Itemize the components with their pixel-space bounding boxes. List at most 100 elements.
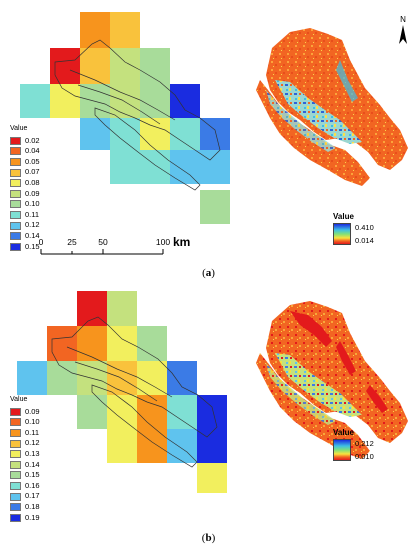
legend-item: 0.14 [10, 231, 40, 242]
legend-item: 0.13 [10, 449, 40, 460]
caption-a: (a) [202, 267, 215, 279]
legend-label: 0.10 [25, 199, 40, 209]
scale-tick-label: 100 [156, 237, 170, 247]
grid-cell [47, 326, 77, 361]
legend-item: 0.09 [10, 407, 40, 418]
grid-cell [20, 84, 50, 118]
grid-cell [197, 429, 227, 463]
legend-label: 0.09 [25, 406, 40, 416]
grid-map-b [17, 291, 227, 493]
legend-label: 0.08 [25, 177, 40, 187]
legend-label: 0.07 [25, 167, 40, 177]
legend-item: 0.15 [10, 470, 40, 481]
legend-label: 0.19 [25, 512, 40, 522]
grid-cell [107, 326, 137, 361]
legend-title: Value [10, 125, 28, 132]
grid-cells-b [17, 291, 227, 493]
grid-cell [197, 395, 227, 429]
legend-item: 0.09 [10, 189, 40, 200]
basin-outline-b [51, 316, 218, 468]
grid-cell [77, 326, 107, 361]
grid-cell [80, 118, 110, 150]
legend-item: 0.11 [10, 210, 40, 221]
scale-tick-label: 50 [98, 237, 108, 247]
legend-swatch [10, 418, 21, 427]
legend-swatch [10, 168, 21, 177]
legend-item: 0.12 [10, 438, 40, 449]
scale-bar: 0 25 50 100 km [39, 235, 190, 255]
grid-cell [200, 118, 230, 150]
grid-cell [80, 48, 110, 84]
legend-swatch [10, 242, 21, 251]
legend-swatch [10, 492, 21, 501]
legend-swatch [10, 513, 21, 522]
legend-swatch [10, 158, 21, 167]
legend-item: 0.07 [10, 167, 40, 178]
legend-label: 0.12 [25, 438, 40, 448]
basin-outline-a [54, 39, 221, 191]
raster-map-b [256, 301, 408, 459]
legend-label: 0.15 [25, 241, 40, 251]
caption-b: (b) [201, 532, 216, 544]
legend-label: 0.18 [25, 501, 40, 511]
grid-cell [107, 291, 137, 326]
legend-swatch [10, 232, 21, 241]
legend-label: 0.16 [25, 480, 40, 490]
grid-cell [77, 395, 107, 429]
grid-cell [107, 395, 137, 429]
legend-item: 0.02 [10, 136, 40, 147]
grid-cells-a [20, 12, 230, 224]
grid-cell [170, 150, 200, 184]
legend-item: 0.08 [10, 178, 40, 189]
legend-item: 0.12 [10, 220, 40, 231]
legend-swatch [10, 136, 21, 145]
legend-item: 0.10 [10, 199, 40, 210]
grid-cell [137, 361, 167, 395]
legend-item: 0.05 [10, 157, 40, 168]
legend-label: 0.02 [25, 135, 40, 145]
grid-cell [110, 12, 140, 48]
legend-item: 0.17 [10, 491, 40, 502]
raster-legend-b: Value 0.212 0.010 [333, 428, 374, 461]
legend-swatch [10, 503, 21, 512]
legend-item: 0.14 [10, 460, 40, 471]
grid-cell [50, 48, 80, 84]
legend-label: 0.17 [25, 491, 40, 501]
legend-swatch [10, 460, 21, 469]
legend-item: 0.15 [10, 242, 40, 253]
legend-label: 0.10 [25, 417, 40, 427]
legend-item: 0.16 [10, 481, 40, 492]
grid-cell [80, 12, 110, 48]
grid-cell [200, 150, 230, 184]
grid-cell [47, 361, 77, 395]
legend-item: 0.10 [10, 417, 40, 428]
grid-cell [167, 395, 197, 429]
legend-label: 0.11 [25, 427, 40, 437]
legend-swatch [10, 200, 21, 209]
raster-legend-title: Value [333, 428, 354, 437]
ramp-max-label: 0.212 [355, 439, 374, 448]
legend-label: 0.13 [25, 448, 40, 458]
grid-cell [170, 118, 200, 150]
grid-legend-b: Value 0.09 0.10 0.11 0.12 0.13 0.14 0.15 0.16 0.… [10, 395, 40, 523]
legend-label: 0.05 [25, 156, 40, 166]
legend-label: 0.12 [25, 220, 40, 230]
legend-item: 0.18 [10, 502, 40, 513]
legend-label: 0.14 [25, 230, 40, 240]
grid-cell [140, 118, 170, 150]
scale-tick-label: 25 [67, 237, 77, 247]
legend-item: 0.04 [10, 146, 40, 157]
grid-map-a [20, 12, 230, 224]
panel-b: Value 0.09 0.10 0.11 0.12 0.13 0.14 0.15 0.16 0.… [0, 283, 417, 550]
raster-legend-title: Value [333, 212, 354, 221]
legend-swatch [10, 439, 21, 448]
grid-cell [140, 84, 170, 118]
legend-swatch [10, 221, 21, 230]
color-ramp [333, 223, 351, 245]
panel-a: Value 0.02 0.04 0.05 0.07 0.08 0.09 0.10 0.11 0.… [10, 12, 408, 255]
raster-legend-a: Value 0.410 0.014 [333, 212, 374, 245]
legend-swatch [10, 429, 21, 438]
legend-title: Value [10, 396, 28, 403]
grid-cell [50, 84, 80, 118]
ramp-min-label: 0.014 [355, 236, 374, 245]
